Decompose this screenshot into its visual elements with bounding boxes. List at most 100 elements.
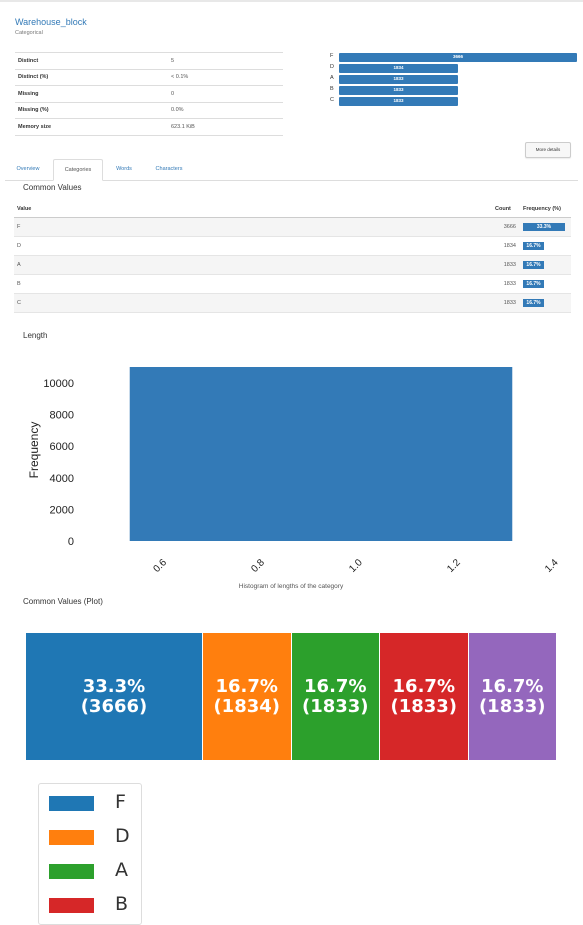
mini-bar: 1833 — [339, 75, 458, 84]
legend-label: F — [115, 791, 126, 813]
y-tick-label: 10000 — [43, 378, 74, 390]
stacked-segment: 16.7% (1833) — [380, 633, 469, 760]
cell-count: 1834 — [503, 243, 516, 249]
tab-characters[interactable]: Characters — [155, 166, 183, 172]
tab-bar: Overview Categories Words Characters — [5, 159, 578, 181]
stat-label: Missing — [15, 85, 168, 102]
y-axis-label: Frequency — [27, 422, 41, 479]
stacked-segment: 16.7% (1833) — [291, 633, 380, 760]
stat-label: Memory size — [15, 118, 168, 136]
mini-bar-row: C 1833 — [330, 96, 570, 107]
x-tick-label: 1.0 — [347, 557, 365, 575]
stat-value: 5 — [168, 52, 283, 69]
stacked-segment: 33.3% (3666) — [26, 633, 203, 760]
table-row: F 3666 33.3% — [14, 218, 571, 237]
length-title: Length — [23, 331, 48, 340]
mini-bar: 3666 — [339, 53, 577, 62]
legend-item: F — [49, 791, 139, 813]
stat-label: Distinct — [15, 52, 168, 69]
stat-value: < 0.1% — [168, 68, 283, 86]
y-tick-label: 6000 — [50, 441, 74, 453]
cell-count: 1833 — [503, 262, 516, 268]
mini-bar-label: C — [330, 97, 334, 103]
tab-overview[interactable]: Overview — [16, 166, 40, 172]
stat-label: Missing (%) — [15, 101, 168, 119]
table-row: B 1833 16.7% — [14, 275, 571, 294]
stat-row-missing-pct: Missing (%) 0.0% — [15, 101, 283, 119]
stat-row-distinct: Distinct 5 — [15, 52, 283, 69]
cell-count: 1833 — [503, 281, 516, 287]
cell-value: D — [17, 243, 21, 249]
tab-words[interactable]: Words — [116, 166, 132, 172]
cell-value: B — [17, 281, 21, 287]
mini-bar: 1834 — [339, 64, 459, 73]
frequency-bar: 16.7% — [523, 261, 545, 269]
mini-bar-label: B — [330, 86, 334, 92]
segment-count-label: (3666) — [80, 696, 148, 717]
legend-item: A — [49, 859, 139, 881]
mini-bar-row: A 1833 — [330, 74, 570, 85]
stacked-segment: 16.7% (1833) — [468, 633, 557, 760]
top-divider — [0, 0, 583, 2]
mini-bar-row: B 1833 — [330, 85, 570, 96]
stacked-bar-chart: 33.3% (3666) 16.7% (1834) 16.7% (1833) 16.7% (1… — [26, 633, 557, 760]
segment-percent-label: 16.7% — [304, 676, 367, 697]
frequency-bar: 33.3% — [523, 223, 565, 231]
x-tick-label: 0.8 — [249, 557, 267, 575]
x-tick-label: 0.6 — [151, 557, 169, 575]
legend-label: D — [115, 825, 130, 847]
variable-name-link[interactable]: Warehouse_block — [15, 17, 87, 27]
frequency-bar: 16.7% — [523, 299, 545, 307]
y-tick-label: 8000 — [50, 410, 74, 422]
frequency-bar: 16.7% — [523, 242, 545, 250]
length-histogram: 0 2000 4000 6000 8000 10000 0.6 0.8 1.0 1.2 1.4 Fre… — [27, 367, 561, 590]
table-row: A 1833 16.7% — [14, 256, 571, 275]
x-axis-label: Histogram of lengths of the category — [239, 583, 344, 590]
segment-percent-label: 16.7% — [392, 676, 455, 697]
legend-label: A — [115, 859, 128, 881]
legend-item: B — [49, 893, 139, 915]
header-count: Count — [495, 206, 511, 212]
mini-bar-label: A — [330, 75, 334, 81]
y-tick-label: 4000 — [50, 473, 74, 485]
legend-item: D — [49, 825, 139, 847]
table-body: F 3666 33.3% D 1834 16.7% A 1833 16.7% B 1833 16.7%… — [14, 218, 571, 313]
segment-percent-label: 33.3% — [82, 676, 146, 697]
x-tick-label: 1.2 — [445, 557, 463, 575]
stat-row-missing: Missing 0 — [15, 85, 283, 102]
frequency-bar: 16.7% — [523, 280, 545, 288]
segment-count-label: (1833) — [390, 696, 458, 717]
stat-value: 0.0% — [168, 101, 283, 119]
legend-label: B — [115, 893, 129, 915]
x-tick-label: 1.4 — [543, 557, 561, 575]
legend-swatch — [49, 864, 94, 879]
legend-swatch — [49, 796, 94, 811]
variable-type: Categorical — [15, 30, 43, 36]
cell-value: A — [17, 262, 21, 268]
mini-bar: 1833 — [339, 86, 458, 95]
header-value: Value — [17, 206, 32, 212]
mini-bar: 1833 — [339, 97, 458, 106]
y-tick-label: 2000 — [50, 504, 74, 516]
cell-value: C — [17, 300, 21, 306]
legend-swatch — [49, 830, 94, 845]
mini-bar-row: F 3666 — [330, 52, 577, 63]
stats-table: Distinct 5 Distinct (%) < 0.1% Missing 0 Mi… — [15, 52, 283, 136]
common-values-title: Common Values — [23, 183, 82, 192]
cell-value: F — [17, 224, 21, 230]
tab-categories[interactable]: Categories — [53, 159, 103, 181]
stat-value: 623.1 KiB — [168, 118, 283, 136]
mini-frequency-chart: F 3666 D 1834 A 1833 B 1833 C 1833 — [330, 52, 577, 107]
cell-count: 1833 — [503, 300, 516, 306]
cell-count: 3666 — [503, 224, 516, 230]
stacked-segment: 16.7% (1834) — [202, 633, 292, 760]
segment-count-label: (1834) — [213, 696, 281, 717]
segment-count-label: (1833) — [478, 696, 546, 717]
table-header: Value Count Frequency (%) — [14, 201, 571, 218]
stat-row-memory: Memory size 623.1 KiB — [15, 118, 283, 136]
segment-percent-label: 16.7% — [481, 676, 544, 697]
stat-label: Distinct (%) — [15, 68, 168, 86]
table-row: D 1834 16.7% — [14, 237, 571, 256]
more-details-button[interactable]: More details — [525, 142, 571, 158]
